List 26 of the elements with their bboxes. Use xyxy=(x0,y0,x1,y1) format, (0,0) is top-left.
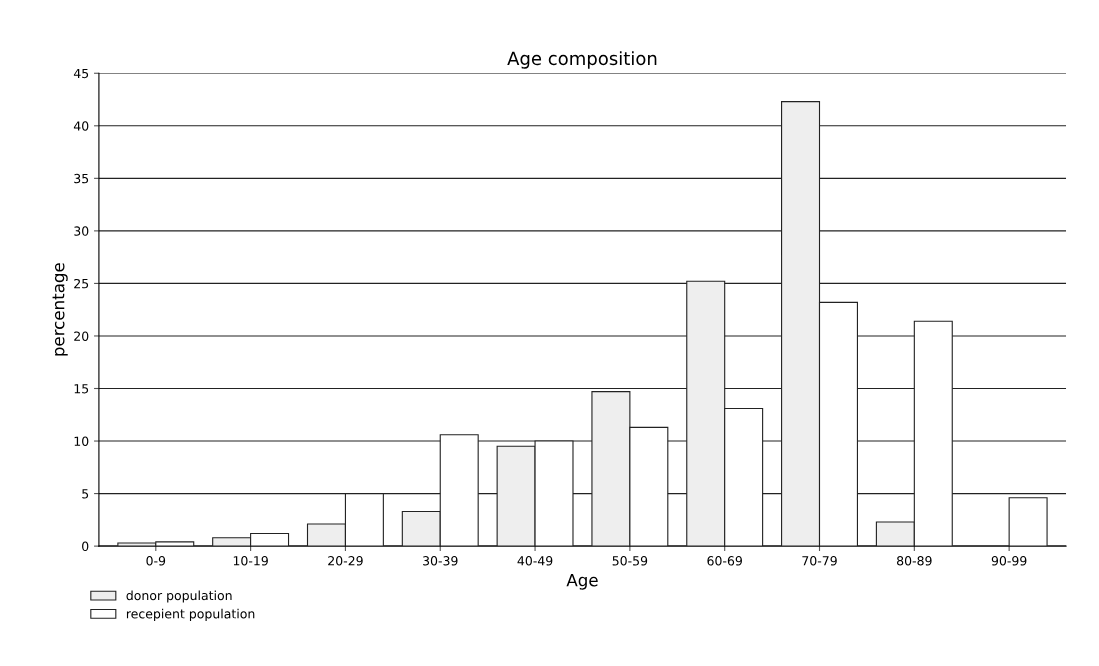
chart-title: Age composition xyxy=(507,51,657,69)
x-tick-label: 60-69 xyxy=(707,556,742,566)
x-tick-label: 10-19 xyxy=(233,556,268,566)
y-tick-label: 25 xyxy=(74,278,89,289)
x-tick-label: 20-29 xyxy=(328,556,363,566)
x-axis-title: Age xyxy=(566,574,598,590)
bar xyxy=(1008,497,1048,547)
x-tick-label: 50-59 xyxy=(612,556,648,566)
y-axis-title: percentage xyxy=(52,263,68,356)
x-tick-label: 70-79 xyxy=(802,556,837,566)
y-tick-label: 20 xyxy=(74,331,89,341)
x-tick-label: 90-99 xyxy=(991,556,1027,566)
y-tick-label: 15 xyxy=(74,384,89,394)
y-tick-label: 35 xyxy=(74,173,89,184)
legend-label: recepient population xyxy=(126,608,255,621)
y-tick-label: 45 xyxy=(73,68,89,79)
y-tick-label: 0 xyxy=(82,541,89,552)
y-tick-label: 5 xyxy=(82,489,89,499)
x-tick-label: 40-49 xyxy=(517,556,553,566)
x-tick-label: 80-89 xyxy=(897,556,932,566)
y-tick-label: 30 xyxy=(74,226,89,236)
legend-label: donor population xyxy=(126,590,232,603)
y-tick-label: 40 xyxy=(73,121,89,131)
y-tick-label: 10 xyxy=(74,436,89,446)
x-tick-label: 30-39 xyxy=(423,556,458,566)
x-tick-label: 0-9 xyxy=(146,556,166,566)
